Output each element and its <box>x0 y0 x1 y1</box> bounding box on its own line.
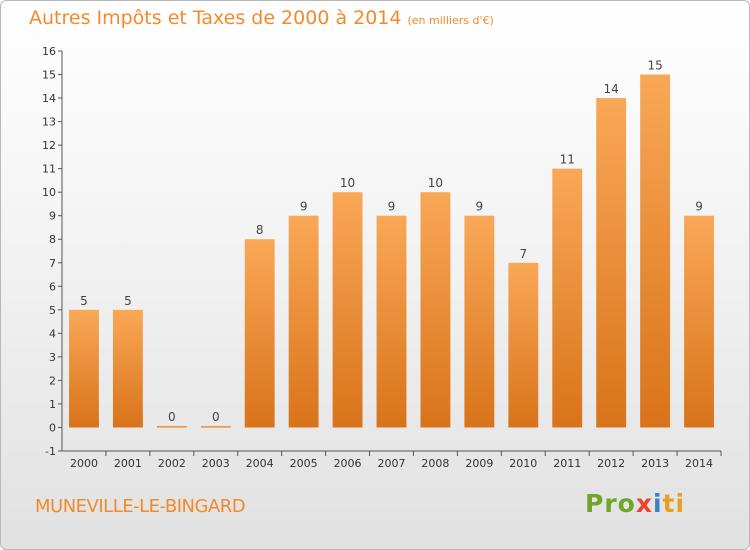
y-tick-label: 12 <box>42 139 56 152</box>
bar-value-label: 11 <box>560 153 575 167</box>
y-tick-label: 14 <box>42 92 56 105</box>
y-tick-label: 1 <box>49 398 56 411</box>
x-tick-label: 2004 <box>246 457 274 470</box>
y-tick-label: 13 <box>42 116 56 129</box>
chart-unit: (en milliers d'€) <box>407 14 494 27</box>
bar <box>376 215 407 428</box>
x-tick-label: 2006 <box>334 457 362 470</box>
x-tick-label: 2005 <box>290 457 318 470</box>
proxiti-logo: Proxiti <box>585 489 686 518</box>
y-tick-label: 9 <box>49 210 56 223</box>
bar-value-label: 9 <box>388 200 396 214</box>
x-tick-label: 2013 <box>641 457 669 470</box>
y-tick-label: 15 <box>42 69 56 82</box>
y-tick-label: 2 <box>49 374 56 387</box>
bar <box>69 309 99 428</box>
y-tick-label: 16 <box>42 45 56 58</box>
x-tick-label: 2010 <box>509 457 537 470</box>
bar <box>420 192 451 428</box>
bar <box>112 309 143 428</box>
y-tick-label: 0 <box>49 421 56 434</box>
x-tick-label: 2007 <box>378 457 406 470</box>
bar-value-label: 10 <box>340 176 355 190</box>
x-tick-label: 2008 <box>421 457 449 470</box>
bar <box>288 215 319 428</box>
y-tick-label: 3 <box>49 351 56 364</box>
bar <box>200 425 231 428</box>
x-tick-label: 2011 <box>553 457 581 470</box>
bar-value-label: 0 <box>212 410 220 424</box>
bar <box>464 215 495 428</box>
bar-value-label: 9 <box>476 200 484 214</box>
bar-value-label: 7 <box>519 247 527 261</box>
bar <box>684 215 714 428</box>
chart-bars <box>69 74 714 428</box>
y-tick-label: -1 <box>45 445 56 458</box>
bar-value-label: 9 <box>300 200 308 214</box>
bar-value-label: 10 <box>428 176 443 190</box>
chart-labels: 5 2000 5 2001 0 2002 0 2003 8 2004 9 2005 10 2006 9 200… <box>70 59 713 470</box>
bar <box>552 168 583 428</box>
x-tick-label: 2001 <box>114 457 142 470</box>
chart-title: Autres Impôts et Taxes de 2000 à 2014 (en… <box>29 7 494 29</box>
bar-value-label: 9 <box>695 200 703 214</box>
y-tick-label: 5 <box>49 304 56 317</box>
bar-value-label: 8 <box>256 223 264 237</box>
bar <box>640 74 671 428</box>
y-tick-label: 11 <box>42 163 56 176</box>
x-tick-label: 2003 <box>202 457 230 470</box>
bar-value-label: 5 <box>124 294 132 308</box>
bar-value-label: 15 <box>647 59 662 73</box>
y-tick-label: 4 <box>49 327 56 340</box>
bar <box>508 262 539 428</box>
y-tick-label: 10 <box>42 186 56 199</box>
bar-value-label: 0 <box>168 410 176 424</box>
bar <box>156 425 187 428</box>
bar-value-label: 14 <box>604 82 619 96</box>
x-tick-label: 2014 <box>685 457 713 470</box>
x-tick-label: 2002 <box>158 457 186 470</box>
x-tick-label: 2000 <box>70 457 98 470</box>
bar <box>332 192 363 428</box>
bar-value-label: 5 <box>80 294 88 308</box>
y-tick-label: 7 <box>49 257 56 270</box>
x-tick-label: 2012 <box>597 457 625 470</box>
bar <box>596 98 627 428</box>
y-tick-label: 6 <box>49 280 56 293</box>
chart-title-text: Autres Impôts et Taxes de 2000 à 2014 <box>29 7 402 29</box>
x-tick-label: 2009 <box>465 457 493 470</box>
bar <box>244 239 275 428</box>
y-tick-label: 8 <box>49 233 56 246</box>
commune-name: MUNEVILLE-LE-BINGARD <box>35 496 246 517</box>
